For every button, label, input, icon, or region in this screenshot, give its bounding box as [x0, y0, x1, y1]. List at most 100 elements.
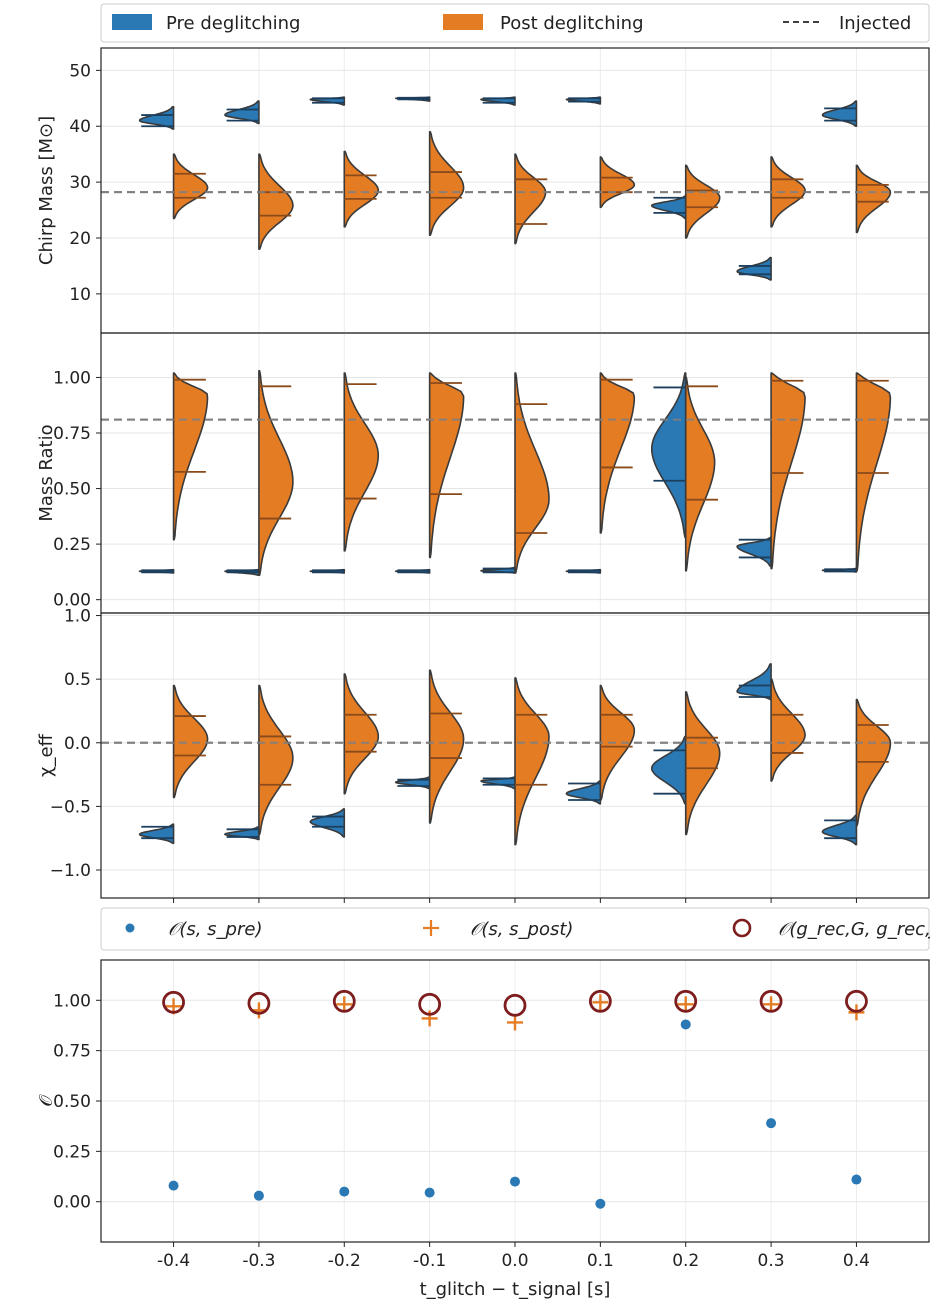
- legend-overlap-rec-label: 𝒪(g_rec,G, g_rec,J): [778, 919, 930, 940]
- violin-pair: [138, 105, 209, 220]
- legend-pre-swatch: [112, 14, 152, 30]
- y-tick-label: 40: [69, 117, 91, 137]
- x-axis-label: t_glitch − t_signal [s]: [420, 1279, 611, 1300]
- overlap-post-point: [592, 994, 609, 1011]
- x-tick-label: 0.2: [672, 1251, 699, 1271]
- x-tick-label: 0.0: [501, 1251, 528, 1271]
- overlap-pre-point: [510, 1176, 520, 1187]
- bottom-legend: 𝒪(s, s_pre) 𝒪(s, s_post) 𝒪(g_rec,G, g_re…: [100, 907, 930, 951]
- y-tick-label: 1.00: [53, 991, 91, 1011]
- legend-pre-label: Pre deglitching: [166, 13, 300, 34]
- legend-post-swatch: [443, 14, 483, 30]
- violin-pair: [736, 156, 806, 281]
- overlap-recovered-point: [845, 989, 868, 1013]
- y-tick-label: −1.0: [50, 861, 91, 881]
- x-tick-label: 0.4: [843, 1251, 870, 1271]
- y-tick-label: 0.00: [53, 591, 91, 611]
- x-tick-label: -0.2: [328, 1251, 361, 1271]
- x-tick-labels: -0.4 -0.3 -0.2 -0.1 0.0 0.1 0.2 0.3 0.4: [157, 898, 870, 1271]
- y-tick-label: 10: [69, 285, 91, 305]
- violin-pair: [480, 96, 548, 245]
- overlap-pre-point: [253, 1190, 264, 1201]
- violin-pair: [650, 691, 721, 836]
- x-tick-label: -0.3: [242, 1251, 275, 1271]
- legend-dot-marker: [125, 923, 135, 933]
- violin-pair: [480, 372, 550, 574]
- y-axis-label: Mass Ratio: [36, 424, 57, 521]
- violin-pair: [224, 369, 294, 577]
- x-tick-label: 0.1: [587, 1251, 614, 1271]
- legend-post-label: Post deglitching: [500, 13, 644, 34]
- legend-overlap-pre-label: 𝒪(s, s_pre): [168, 919, 263, 940]
- panel-2: 0.00 0.25 0.50 0.75 1.00 Mass Ratio: [36, 332, 930, 614]
- x-tick-label: -0.1: [413, 1251, 446, 1271]
- violin-pair: [224, 684, 294, 841]
- violin-pair: [565, 372, 636, 574]
- overlap-post-point: [336, 996, 353, 1013]
- y-tick-label: 0.50: [53, 480, 91, 500]
- overlap-recovered-point: [503, 993, 527, 1017]
- overlap-post-point: [507, 1014, 523, 1031]
- violin-pair: [736, 372, 806, 570]
- x-tick-label: 0.3: [758, 1251, 785, 1271]
- overlap-recovered-point: [759, 989, 783, 1013]
- violin-pair: [651, 372, 719, 572]
- violin-pair: [309, 673, 380, 838]
- panel-1: 10 20 30 40 50 Chirp Mass [M⊙]: [36, 47, 930, 334]
- violin-pair: [394, 669, 465, 824]
- violin-pair: [565, 684, 636, 805]
- overlap-recovered-point: [588, 989, 612, 1013]
- violin-pair: [650, 164, 721, 239]
- violin-pair: [821, 100, 892, 234]
- violin-pair: [394, 96, 465, 237]
- overlap-recovered-point: [162, 990, 185, 1014]
- y-tick-label: 0.75: [53, 424, 91, 444]
- violin-pair: [138, 372, 209, 574]
- overlap-recovered-point: [332, 989, 356, 1013]
- y-axis-label: Chirp Mass [M⊙]: [36, 116, 57, 265]
- y-tick-label: 0.25: [53, 535, 91, 555]
- overlap-recovered-point: [247, 991, 271, 1015]
- legend-circle-marker: [732, 918, 752, 938]
- y-axis-label: 𝒪: [36, 1094, 57, 1107]
- violin-pair: [138, 684, 209, 845]
- violin-pair: [821, 372, 892, 573]
- violin-pair: [309, 96, 380, 228]
- y-tick-label: 1.00: [53, 368, 91, 388]
- overlap-pre-point: [680, 1019, 691, 1030]
- y-axis-label: χ_eff: [36, 733, 57, 776]
- overlap-post-point: [677, 996, 694, 1013]
- y-tick-label: −0.5: [50, 797, 91, 817]
- violin-pair: [736, 663, 806, 782]
- y-tick-label: 50: [69, 61, 91, 81]
- violin-pair: [565, 96, 636, 209]
- y-tick-label: 0.5: [64, 670, 91, 690]
- y-tick-label: 0.50: [53, 1092, 91, 1112]
- legend-injected-label: Injected: [839, 13, 911, 34]
- y-tick-label: 0.00: [53, 1193, 91, 1213]
- legend-overlap-post-label: 𝒪(s, s_post): [470, 919, 573, 940]
- legend-plus-marker: [423, 920, 439, 936]
- panels: 10 20 30 40 50 Chirp Mass [M⊙] 0.00 0.25 0.50 0.7…: [36, 47, 930, 1243]
- top-legend: Pre deglitching Post deglitching Injecte…: [100, 3, 930, 43]
- overlap-post-point: [763, 996, 780, 1013]
- panel-3: −1.0 −0.5 0.0 0.5 1.0 χ_eff: [36, 607, 930, 899]
- overlap-pre-point: [595, 1198, 606, 1209]
- y-tick-label: 1.0: [64, 607, 91, 627]
- y-tick-label: 0.75: [53, 1042, 91, 1062]
- y-tick-label: 0.25: [53, 1142, 91, 1162]
- overlap-pre-point: [339, 1186, 350, 1197]
- violin-pair: [821, 698, 892, 846]
- overlap-pre-point: [851, 1174, 862, 1185]
- overlap-recovered-point: [418, 992, 442, 1016]
- y-tick-label: 20: [69, 229, 91, 249]
- violin-pair: [309, 372, 379, 574]
- violin-pair: [224, 100, 294, 250]
- overlap-pre-point: [168, 1180, 179, 1191]
- y-tick-label: 0.0: [64, 734, 91, 754]
- overlap-pre-point: [766, 1118, 777, 1129]
- violin-pair: [480, 677, 550, 846]
- x-tick-label: -0.4: [157, 1251, 190, 1271]
- violin-pair: [394, 372, 465, 574]
